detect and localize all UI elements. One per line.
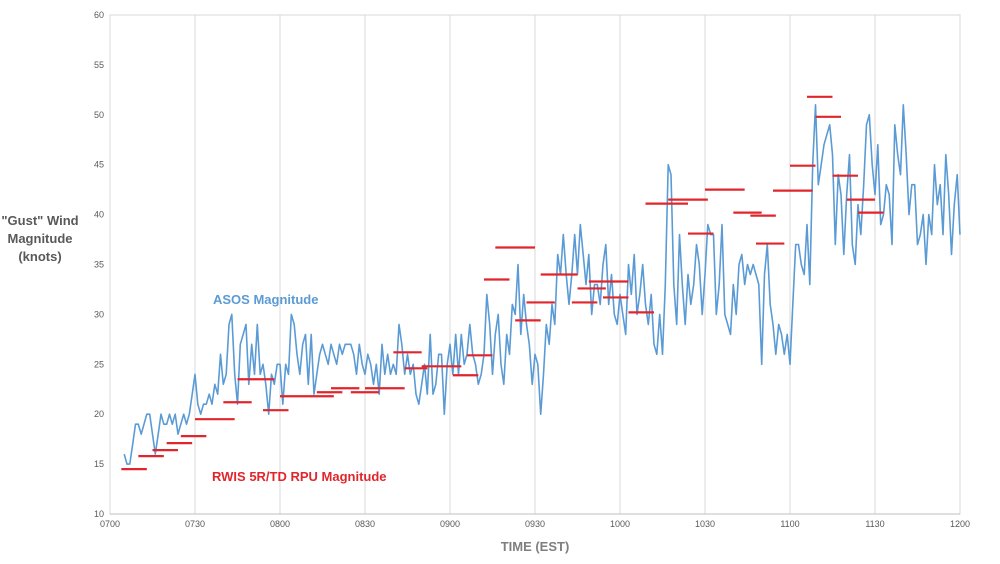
x-tick-label: 0830 — [355, 519, 375, 529]
asos-annotation: ASOS Magnitude — [213, 292, 318, 307]
y-tick-label: 15 — [94, 459, 104, 469]
y-tick-label: 35 — [94, 260, 104, 270]
x-tick-label: 1030 — [695, 519, 715, 529]
y-tick-label: 55 — [94, 60, 104, 70]
y-axis-label-line-3: (knots) — [18, 249, 61, 264]
grid-lines — [109, 14, 961, 515]
y-tick-label: 45 — [94, 160, 104, 170]
x-tick-label: 0930 — [525, 519, 545, 529]
y-tick-labels: 10 15 20 25 30 35 40 45 50 55 60 — [94, 10, 104, 519]
x-tick-label: 1100 — [780, 519, 799, 529]
y-axis-label-line-1: "Gust" Wind — [1, 213, 78, 228]
x-tick-label: 0900 — [440, 519, 460, 529]
y-tick-label: 60 — [94, 10, 104, 20]
x-tick-label: 0730 — [185, 519, 205, 529]
y-tick-label: 40 — [94, 210, 104, 220]
x-tick-label: 0800 — [270, 519, 290, 529]
series-group — [121, 95, 961, 471]
y-tick-label: 20 — [94, 409, 104, 419]
y-axis-label-line-2: Magnitude — [8, 231, 73, 246]
x-tick-label: 0700 — [100, 519, 120, 529]
x-tick-label: 1130 — [865, 519, 884, 529]
rwis-annotation: RWIS 5R/TD RPU Magnitude — [212, 469, 387, 484]
y-tick-label: 50 — [94, 110, 104, 120]
x-tick-labels: 0700 0730 0800 0830 0900 0930 1000 1030 1100 1130… — [100, 519, 970, 529]
asos-magnitude-line — [123, 104, 961, 465]
x-tick-label: 1200 — [950, 519, 970, 529]
y-tick-label: 30 — [94, 309, 104, 319]
y-tick-label: 25 — [94, 359, 104, 369]
x-axis-label: TIME (EST) — [501, 539, 570, 554]
y-tick-label: 10 — [94, 509, 104, 519]
x-tick-label: 1000 — [610, 519, 630, 529]
